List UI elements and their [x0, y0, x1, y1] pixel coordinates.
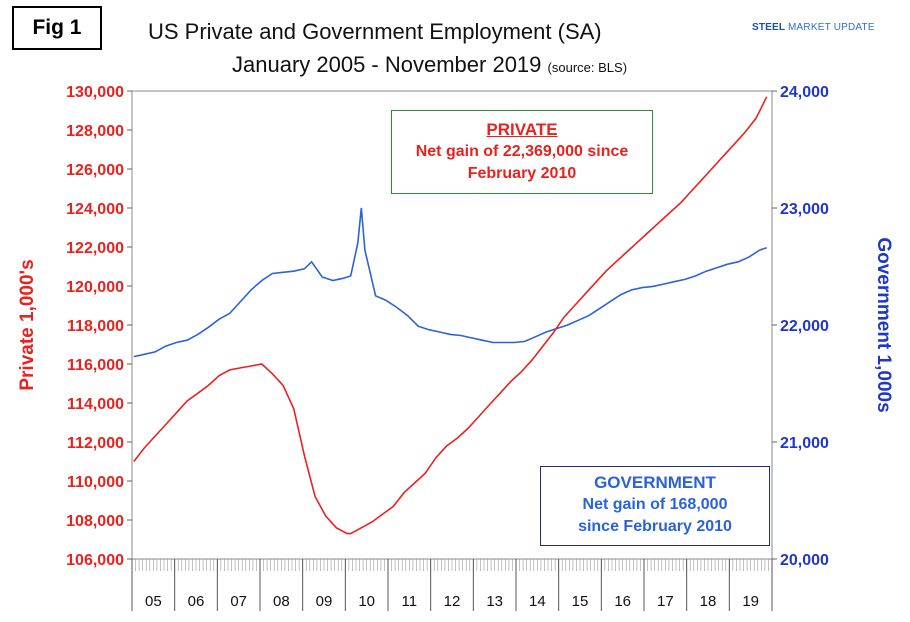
left-tick-label: 114,000: [67, 396, 124, 413]
year-tick-label: 12: [444, 593, 461, 610]
left-axis-label: Private 1,000's: [17, 259, 38, 391]
left-tick-label: 120,000: [66, 279, 124, 296]
private-series-line: [133, 96, 768, 535]
left-tick-label: 110,000: [67, 474, 124, 491]
x-axis: 05 06 07 08 09 10 11 12 13 14 15 16 17 18 19: [131, 558, 773, 611]
left-axis: 106,000 108,000 110,000 112,000 114,000 116,0…: [66, 84, 132, 569]
year-tick-label: 19: [742, 593, 759, 610]
right-tick-label: 22,000: [780, 318, 829, 335]
government-annotation-header: GOVERNMENT: [594, 473, 716, 492]
year-tick-label: 15: [572, 593, 589, 610]
right-tick-label: 21,000: [780, 435, 829, 452]
year-tick-label: 07: [230, 593, 247, 610]
right-tick-label: 24,000: [780, 84, 829, 101]
government-annotation-line2: since February 2010: [578, 518, 732, 535]
left-tick-label: 106,000: [66, 552, 124, 569]
left-tick-label: 108,000: [66, 513, 124, 530]
date-range: January 2005 - November 2019: [232, 52, 542, 77]
government-series-line: [133, 207, 767, 358]
left-tick-label: 118,000: [67, 318, 124, 335]
source-note: (source: BLS): [547, 60, 628, 75]
chart-title: US Private and Government Employment (SA…: [148, 19, 602, 44]
private-annotation-header: PRIVATE: [486, 120, 558, 139]
year-tick-label: 10: [358, 593, 375, 610]
left-tick-label: 126,000: [66, 162, 124, 179]
private-annotation-line2: February 2010: [467, 165, 577, 182]
right-axis: 20,000 21,000 22,000 23,000 24,000: [772, 84, 829, 569]
right-tick-label: 23,000: [780, 201, 829, 218]
steel-market-update-logo: STEEL MARKET UPDATE: [752, 22, 875, 33]
left-tick-label: 124,000: [66, 201, 124, 218]
left-tick-label: 112,000: [67, 435, 124, 452]
government-annotation-line1: Net gain of 168,000: [582, 496, 728, 513]
government-annotation-box: GOVERNMENT Net gain of 168,000 since Feb…: [540, 466, 770, 546]
year-tick-label: 16: [614, 593, 631, 610]
private-annotation-box: PRIVATE Net gain of 22,369,000 since Feb…: [391, 110, 653, 194]
right-tick-label: 20,000: [780, 552, 829, 569]
right-axis-label: Government 1,000s: [873, 237, 894, 413]
year-tick-label: 17: [657, 593, 674, 610]
chart-subtitle: January 2005 - November 2019 (source: BL…: [232, 52, 627, 78]
year-tick-label: 18: [700, 593, 717, 610]
year-tick-label: 13: [486, 593, 503, 610]
year-tick-label: 14: [529, 593, 546, 610]
year-tick-label: 05: [145, 593, 162, 610]
left-tick-label: 116,000: [67, 357, 124, 374]
year-tick-label: 09: [316, 593, 333, 610]
year-tick-label: 08: [273, 593, 290, 610]
left-tick-label: 128,000: [66, 123, 124, 140]
figure-label: Fig 1: [12, 6, 102, 50]
year-tick-label: 11: [402, 593, 418, 610]
year-tick-label: 06: [188, 593, 205, 610]
private-annotation-line1: Net gain of 22,369,000 since: [415, 143, 629, 160]
left-tick-label: 130,000: [66, 84, 124, 101]
left-tick-label: 122,000: [66, 240, 124, 257]
